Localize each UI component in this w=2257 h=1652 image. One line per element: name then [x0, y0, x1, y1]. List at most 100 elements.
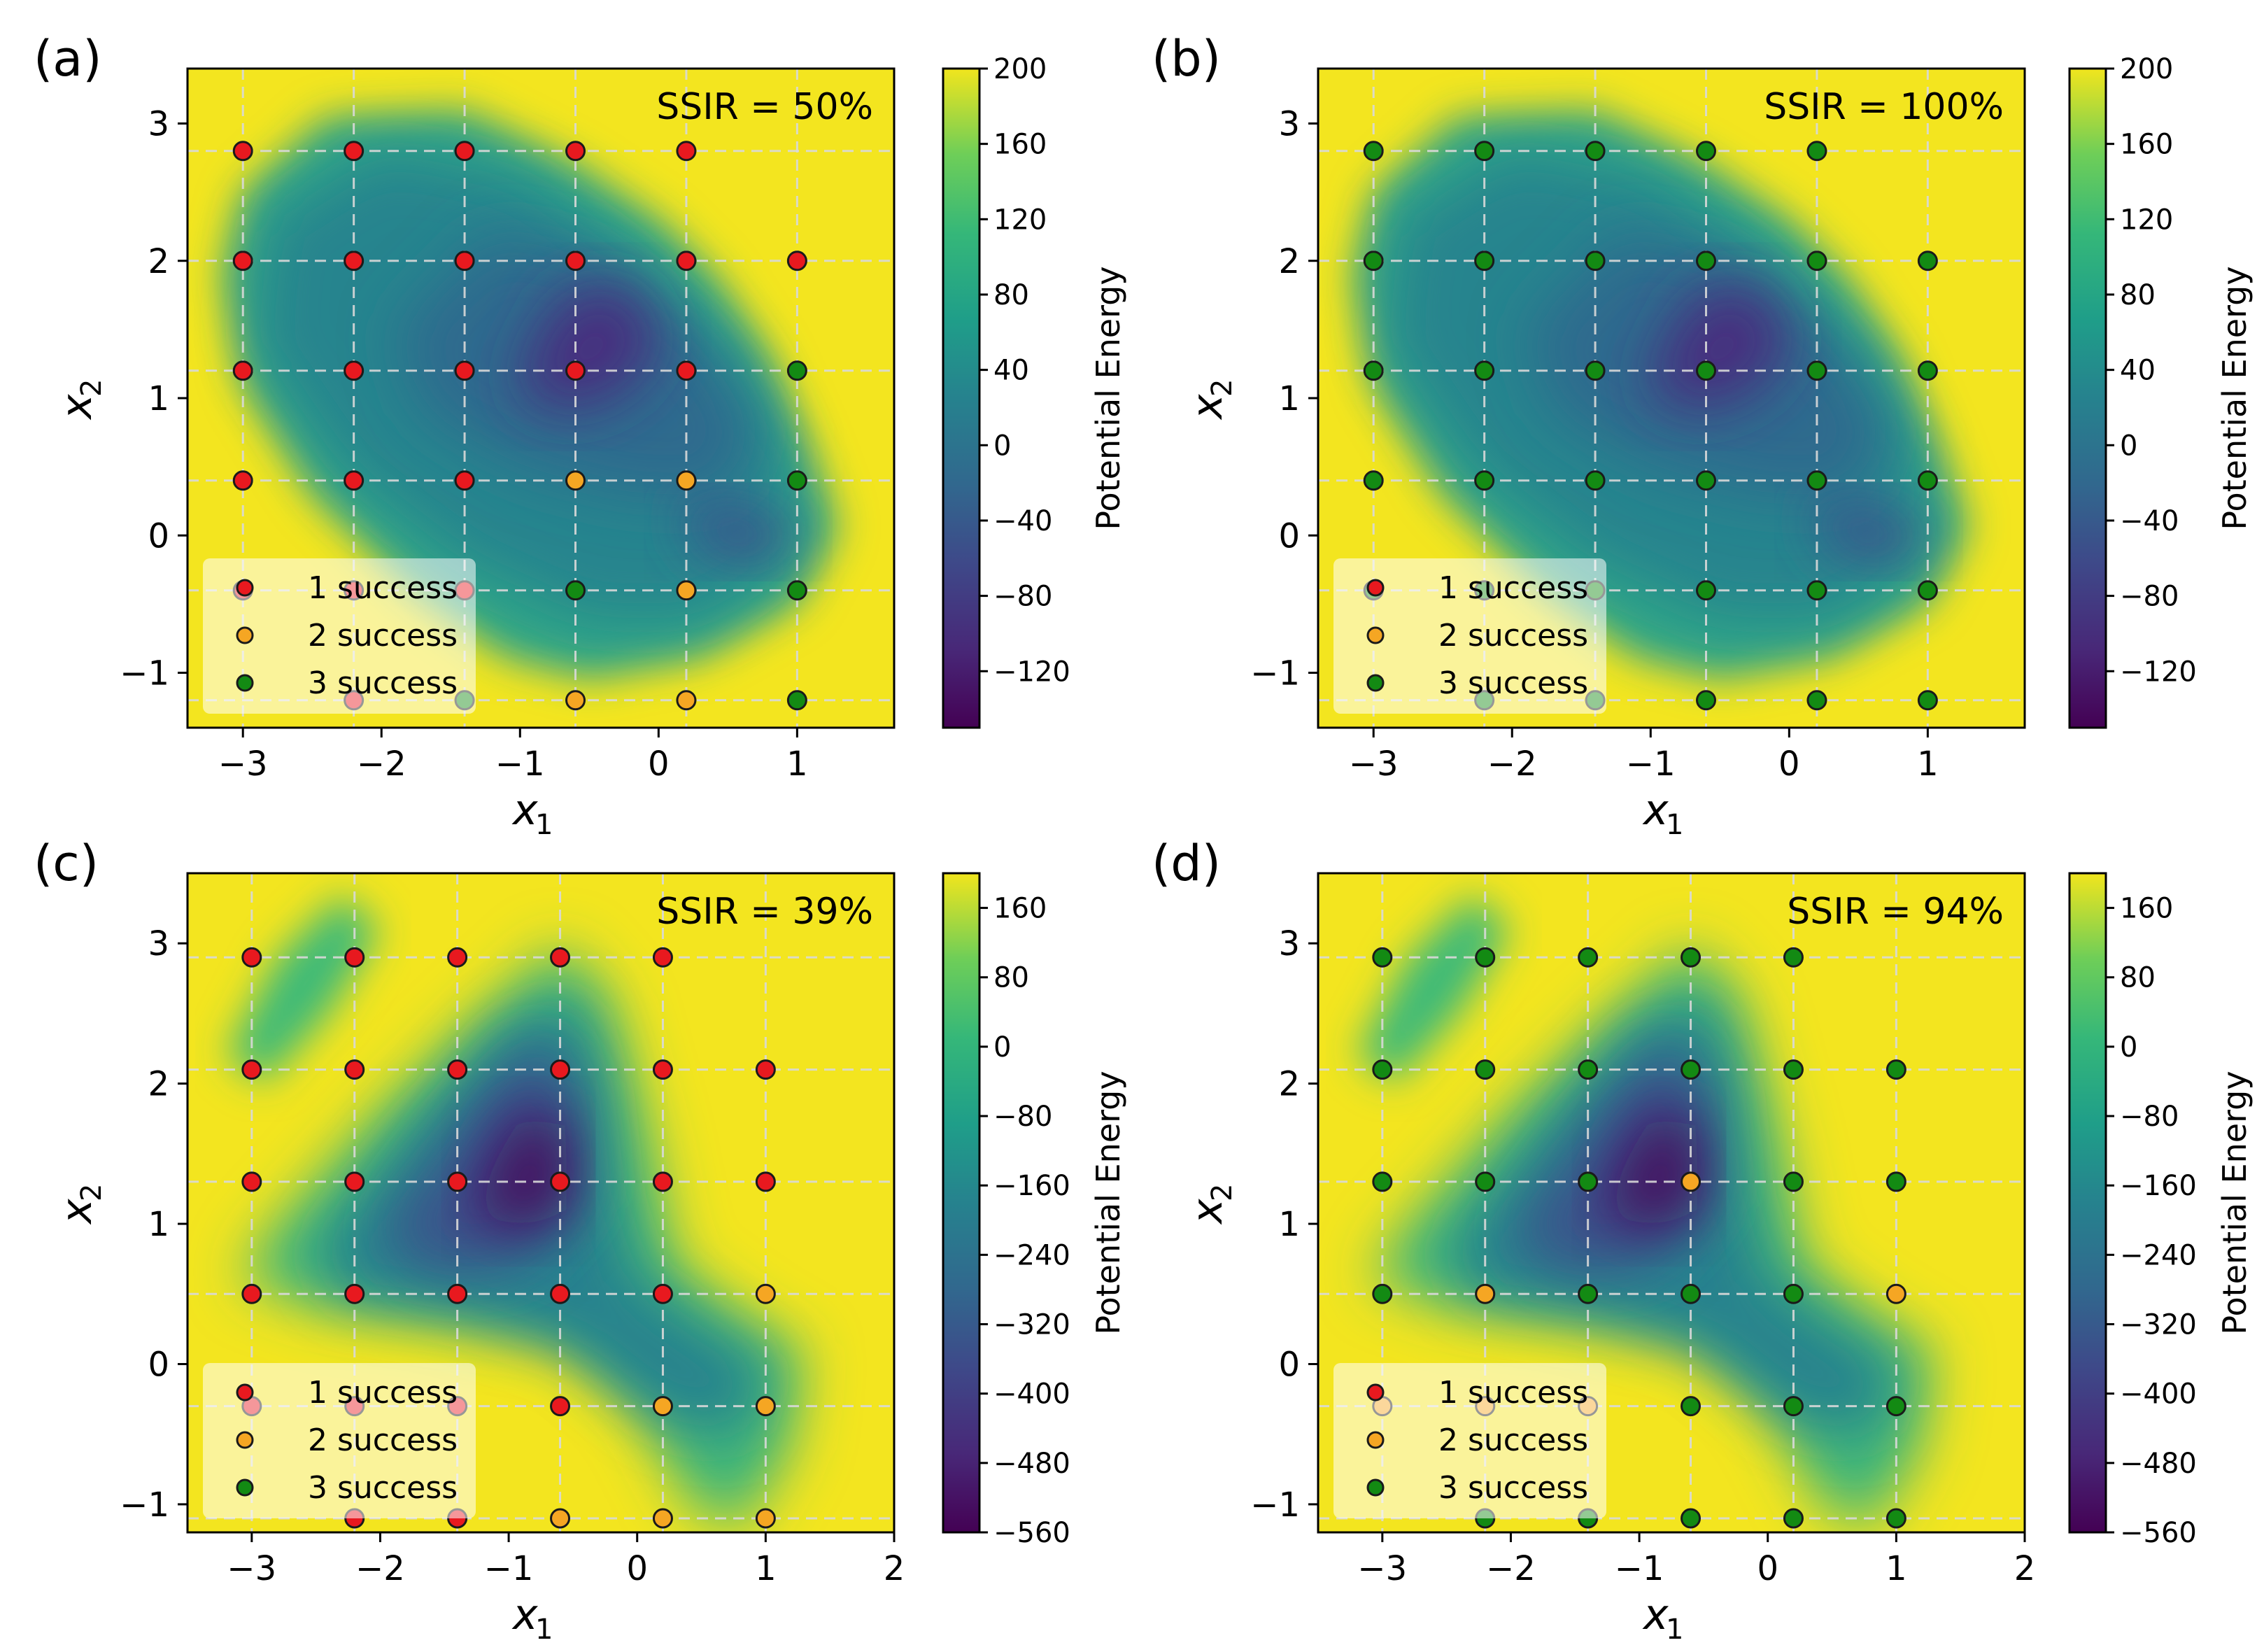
colorbar-tick-label: 120 [2120, 204, 2173, 236]
data-point [755, 1508, 776, 1529]
data-point [1681, 947, 1701, 968]
data-point [676, 360, 697, 381]
data-point [1474, 470, 1495, 491]
data-point [1806, 580, 1827, 601]
data-point [232, 250, 253, 271]
colorbar-tick-label: −560 [2120, 1517, 2197, 1549]
data-point [447, 947, 468, 968]
data-point [1475, 1171, 1496, 1192]
data-point [676, 470, 697, 491]
data-point [241, 947, 262, 968]
legend: 1 success 2 success 3 success [203, 1363, 476, 1518]
colorbar-tick-label: 120 [993, 204, 1047, 236]
data-point [652, 1396, 673, 1417]
legend-label: 2 success [1438, 1422, 1588, 1458]
x-tick-label: −2 [355, 1549, 405, 1588]
data-point [447, 1059, 468, 1080]
data-point [652, 1171, 673, 1192]
x-tick-label: 0 [1757, 1549, 1778, 1588]
data-point [1696, 580, 1717, 601]
x-tick-label: −2 [1487, 744, 1537, 784]
data-point [652, 947, 673, 968]
data-point [1475, 1283, 1496, 1304]
x-axis-label: x [511, 786, 538, 835]
y-tick-label: 1 [148, 379, 169, 418]
y-tick-label: 3 [1278, 105, 1300, 144]
data-point [1585, 250, 1606, 271]
colorbar-label: Potential Energy [2216, 266, 2254, 530]
x-tick-label: −1 [1626, 744, 1676, 784]
panel-label: (d) [1152, 835, 1221, 892]
colorbar-tick-label: 200 [2120, 53, 2173, 85]
data-point [1363, 470, 1384, 491]
data-point [786, 360, 807, 381]
colorbar-tick-label: 0 [993, 430, 1011, 462]
data-point [755, 1283, 776, 1304]
data-point [344, 1171, 365, 1192]
data-point [786, 250, 807, 271]
x-tick-label: 1 [1885, 1549, 1907, 1588]
legend-label: 1 success [308, 570, 458, 606]
colorbar-tick-label: 160 [2120, 893, 2173, 925]
x-tick-label: −3 [218, 744, 268, 784]
data-point [550, 1396, 571, 1417]
y-tick-label: 3 [148, 105, 169, 144]
colorbar-tick-label: 160 [993, 129, 1047, 161]
data-point [1783, 947, 1804, 968]
energy-contour [1357, 894, 1511, 1084]
x-tick-label: −3 [1349, 744, 1399, 784]
data-point [565, 470, 586, 491]
colorbar-gradient [942, 872, 981, 1534]
data-point [676, 250, 697, 271]
data-point [344, 1283, 365, 1304]
colorbar-tick-label: −120 [2120, 656, 2197, 688]
x-tick-label: 1 [786, 744, 808, 784]
legend-box [203, 558, 476, 714]
legend-label: 3 success [1438, 1470, 1588, 1506]
y-axis-label-main: x [52, 1199, 101, 1225]
y-tick-label: −1 [1250, 654, 1300, 693]
data-point [1474, 141, 1495, 162]
data-point [1885, 1283, 1906, 1304]
colorbar-tick-label: −160 [2120, 1170, 2197, 1202]
colorbar-tick-label: −560 [993, 1517, 1070, 1549]
colorbar-tick-label: −480 [993, 1448, 1070, 1480]
y-axis-label-main: x [1183, 394, 1232, 421]
x-tick-label: −3 [227, 1549, 276, 1588]
legend-marker [1366, 579, 1385, 597]
colorbar: 200 160 120 80 40 0 −40 −80 −120 Potential Energy [2068, 53, 2254, 729]
data-point [241, 1171, 262, 1192]
legend-label: 1 success [1438, 1375, 1588, 1411]
legend-marker [1366, 1478, 1385, 1497]
y-axis-label-sub: 2 [76, 1184, 108, 1201]
data-point [1806, 690, 1827, 711]
data-point [1578, 947, 1599, 968]
data-point [565, 360, 586, 381]
legend: 1 success 2 success 3 success [203, 558, 476, 714]
colorbar-tick-label: 160 [993, 893, 1047, 925]
colorbar-label: Potential Energy [1089, 266, 1127, 530]
y-tick-label: 0 [1278, 1345, 1300, 1384]
data-point [1372, 1283, 1393, 1304]
data-point [1363, 250, 1384, 271]
data-point [652, 1508, 673, 1529]
energy-contour [1601, 1111, 1697, 1231]
data-point [1917, 580, 1938, 601]
legend-box [1333, 558, 1606, 714]
data-point [1885, 1396, 1906, 1417]
colorbar-gradient [942, 67, 981, 729]
x-tick-label: −1 [484, 1549, 534, 1588]
panel-label: (b) [1152, 30, 1221, 87]
data-point [786, 470, 807, 491]
data-point [1696, 141, 1717, 162]
y-tick-label: 2 [1278, 1065, 1300, 1104]
panels: (a) 1 success 2 success 3 success SSIR = 50%… [34, 30, 2254, 1646]
legend-marker [1366, 626, 1385, 644]
colorbar-tick-label: −160 [993, 1170, 1070, 1202]
data-point [1585, 141, 1606, 162]
legend-label: 2 success [308, 618, 458, 654]
colorbar-tick-label: −80 [993, 1101, 1052, 1133]
colorbar-tick-label: 0 [2120, 1031, 2137, 1064]
colorbar-tick-label: −320 [2120, 1309, 2197, 1341]
